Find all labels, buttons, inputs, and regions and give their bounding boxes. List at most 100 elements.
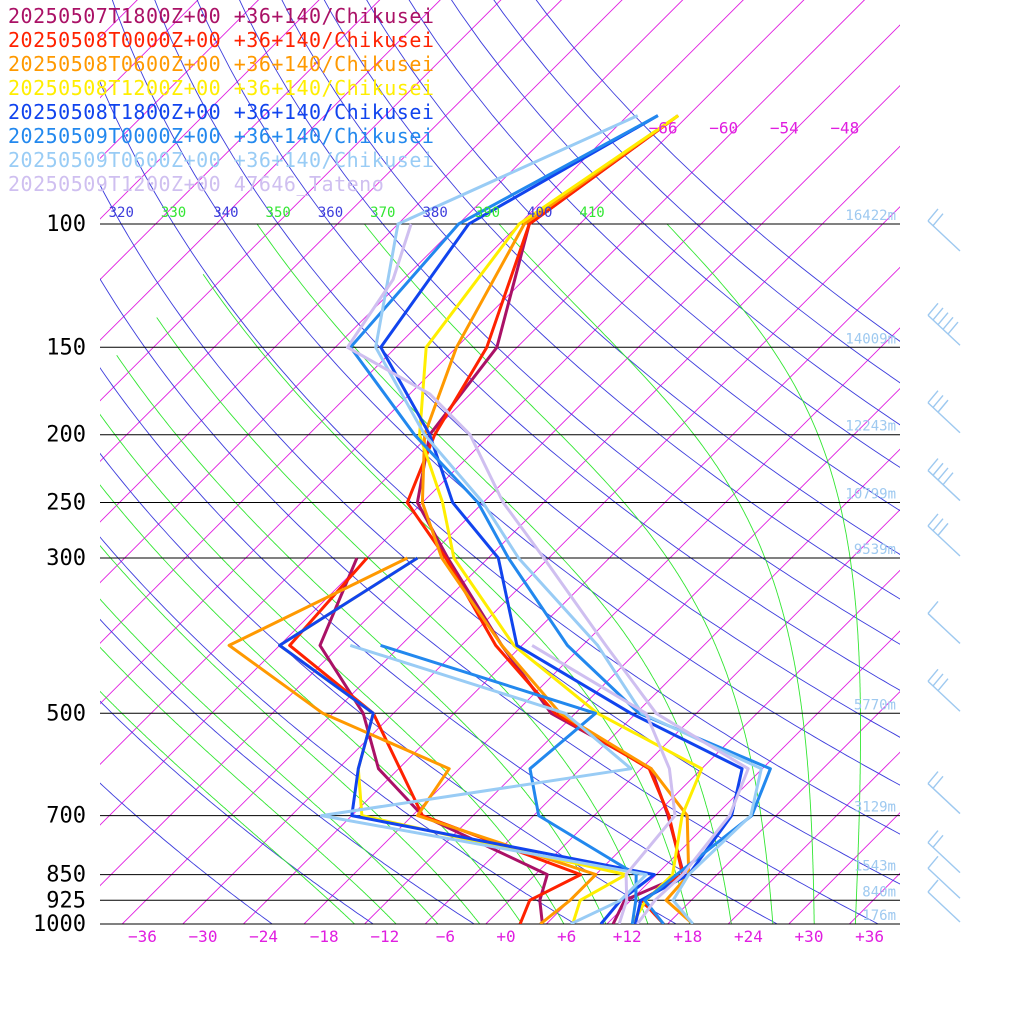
dewpoint-profile [531,644,677,924]
pressure-label: 250 [46,491,86,516]
dry-adiabat-line [100,618,476,924]
wind-barb-staff [927,612,961,644]
dewpoint-profile [320,643,648,924]
isotherm-line [100,0,744,644]
temperature-tick-label: +0 [496,927,515,946]
wind-barb-flag [927,771,939,785]
wind-barb-staff [927,680,961,712]
wind-barb-staff [927,783,961,815]
wind-barb [927,771,961,815]
legend-entry: 20250509T1200Z+00 47646_Tateno [8,172,385,196]
moist-adiabat-line [100,545,481,924]
isotherm-line [100,24,900,826]
dewpoint-profile [288,557,583,924]
moist-adiabat-line [498,223,815,924]
temperature-tick-label: +36 [855,927,884,946]
wind-barbs [927,208,961,923]
wind-barb-flag [932,518,944,532]
height-label: 1543m [854,859,896,875]
isobar-lines [100,223,900,925]
isotherm-line [727,751,900,924]
moist-adiabat-line [364,223,774,924]
isotherm-line [606,630,900,924]
wind-barb-staff [927,314,961,346]
moist-adiabat-line [116,355,607,924]
wind-barb [927,879,961,923]
moist-adiabat-line [100,598,439,924]
isotherm-line [971,0,1024,924]
theta-label: 400 [527,205,552,221]
pressure-label: 500 [46,701,86,726]
legend-entry: 20250508T1200Z+00 +36+140/Chikusei [8,76,435,100]
height-label: 12243m [845,419,896,435]
pressure-label: 1000 [33,912,86,937]
isotherm-line [100,0,441,341]
isotherm-line [100,0,320,220]
height-label: 5770m [854,697,896,713]
wind-barb [927,302,961,346]
wind-barb-staff [927,402,961,434]
isotherm-top-label: −48 [830,118,859,137]
isotherm-line [546,569,900,924]
temperature-profile [418,114,704,924]
isotherm-line [100,0,805,705]
isotherm-line [849,872,900,924]
isotherm-top-label: −66 [649,118,678,137]
isotherm-line [100,0,684,584]
wind-barb-flag [937,399,949,413]
wind-barb-flag [927,830,939,844]
wind-barb-flag [927,208,939,222]
wind-barb-flag [942,472,954,486]
temperature-profile [346,223,750,924]
legend-entry: 20250508T0000Z+00 +36+140/Chikusei [8,28,435,52]
temperature-tick-label: −12 [370,927,399,946]
theta-label: 330 [161,205,186,221]
isotherm-line [667,690,900,924]
dry-adiabat-line [100,536,577,924]
wind-barb-flag [942,316,954,330]
temperature-tick-label: +12 [613,927,642,946]
pressure-label: 300 [46,546,86,571]
moist-adiabat-line [100,646,397,924]
temperature-tick-label: −6 [436,927,455,946]
wind-barb [927,208,961,252]
wind-barb [927,390,961,434]
wind-barb-flag [932,673,944,687]
isotherm-line [100,0,260,160]
wind-barb [927,830,961,874]
wind-barb-flag [932,394,944,408]
height-label: 16422m [845,208,896,224]
height-label: 9539m [854,542,896,558]
wind-barb [927,513,961,557]
wind-barb-flag [947,321,959,335]
wind-barb-flag [927,513,939,527]
wind-barb-flag [927,390,939,404]
dry-adiabat-line [493,0,900,384]
pressure-label: 925 [46,888,86,913]
isotherm-line [100,84,900,887]
legend-entry: 20250509T0000Z+00 +36+140/Chikusei [8,124,435,148]
isotherm-line [485,509,900,924]
theta-label: 350 [266,205,291,221]
wind-barb-flag [937,467,949,481]
pressure-label: 850 [46,863,86,888]
wind-barb-flag [927,458,939,472]
moist-adiabat-line [666,223,861,924]
isotherm-line [100,0,502,402]
moist-adiabat-line [100,690,356,924]
isotherm-line [100,0,381,281]
isotherm-line [100,0,866,766]
wind-barb-flag [932,213,944,227]
theta-label: 390 [475,205,500,221]
legend-entry: 20250509T0600Z+00 +36+140/Chikusei [8,148,435,172]
wind-barb-staff [927,891,961,923]
wind-barb-staff [927,525,961,557]
temperature-tick-label: −36 [128,927,157,946]
dry-adiabat-line [100,700,374,924]
legend: 20250507T1800Z+00 +36+140/Chikusei 202505… [8,4,434,196]
isotherm-line [182,206,900,924]
legend-entry: 20250507T1800Z+00 +36+140/Chikusei [8,4,435,28]
wind-barb-flag [927,855,939,869]
temperature-tick-label: +24 [734,927,763,946]
